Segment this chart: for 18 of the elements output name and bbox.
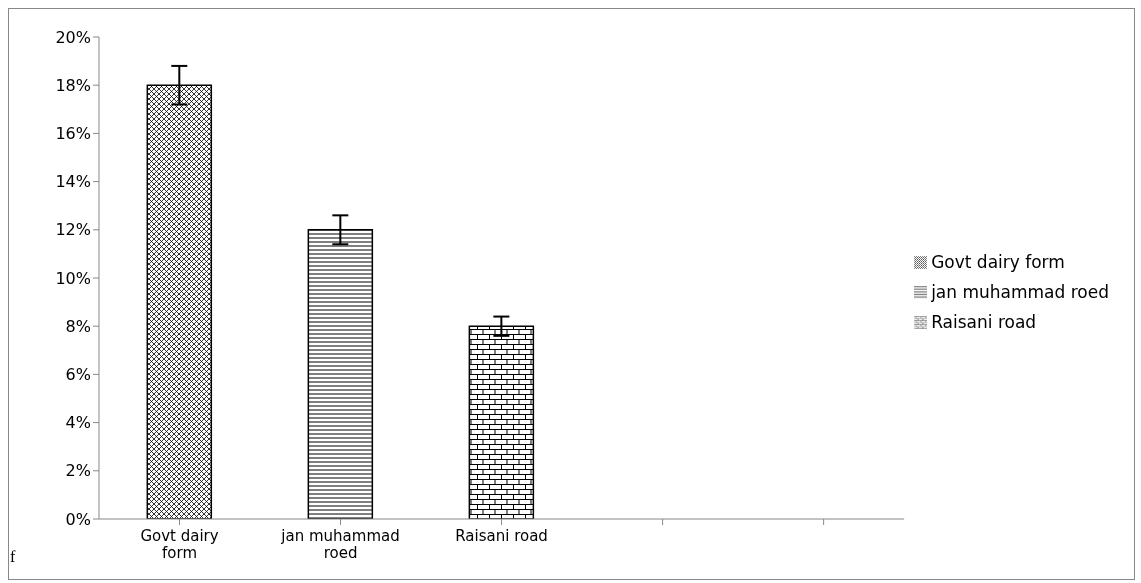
y-tick-label: 4% [65, 413, 91, 433]
x-tick-label: Raisani road [455, 527, 548, 545]
y-tick-label: 0% [65, 509, 91, 529]
y-tick-label: 10% [55, 268, 91, 288]
y-tick-label: 2% [65, 461, 91, 481]
y-tick-label: 6% [65, 365, 91, 385]
text: f [10, 548, 16, 566]
legend-label: jan muhammad roed [931, 281, 1109, 302]
x-tick-label: jan muhammad roed [280, 527, 400, 562]
legend-label: Govt dairy form [931, 251, 1065, 272]
legend-label: Raisani road [931, 311, 1037, 332]
y-tick-label: 20% [55, 27, 91, 47]
y-tick-label: 12% [55, 220, 91, 240]
y-tick-label: 8% [65, 316, 91, 336]
x-tick-label: Govt dairy form [140, 527, 219, 562]
y-tick-label: 16% [55, 124, 91, 144]
y-tick-label: 18% [55, 75, 91, 95]
y-tick-label: 14% [55, 172, 91, 192]
